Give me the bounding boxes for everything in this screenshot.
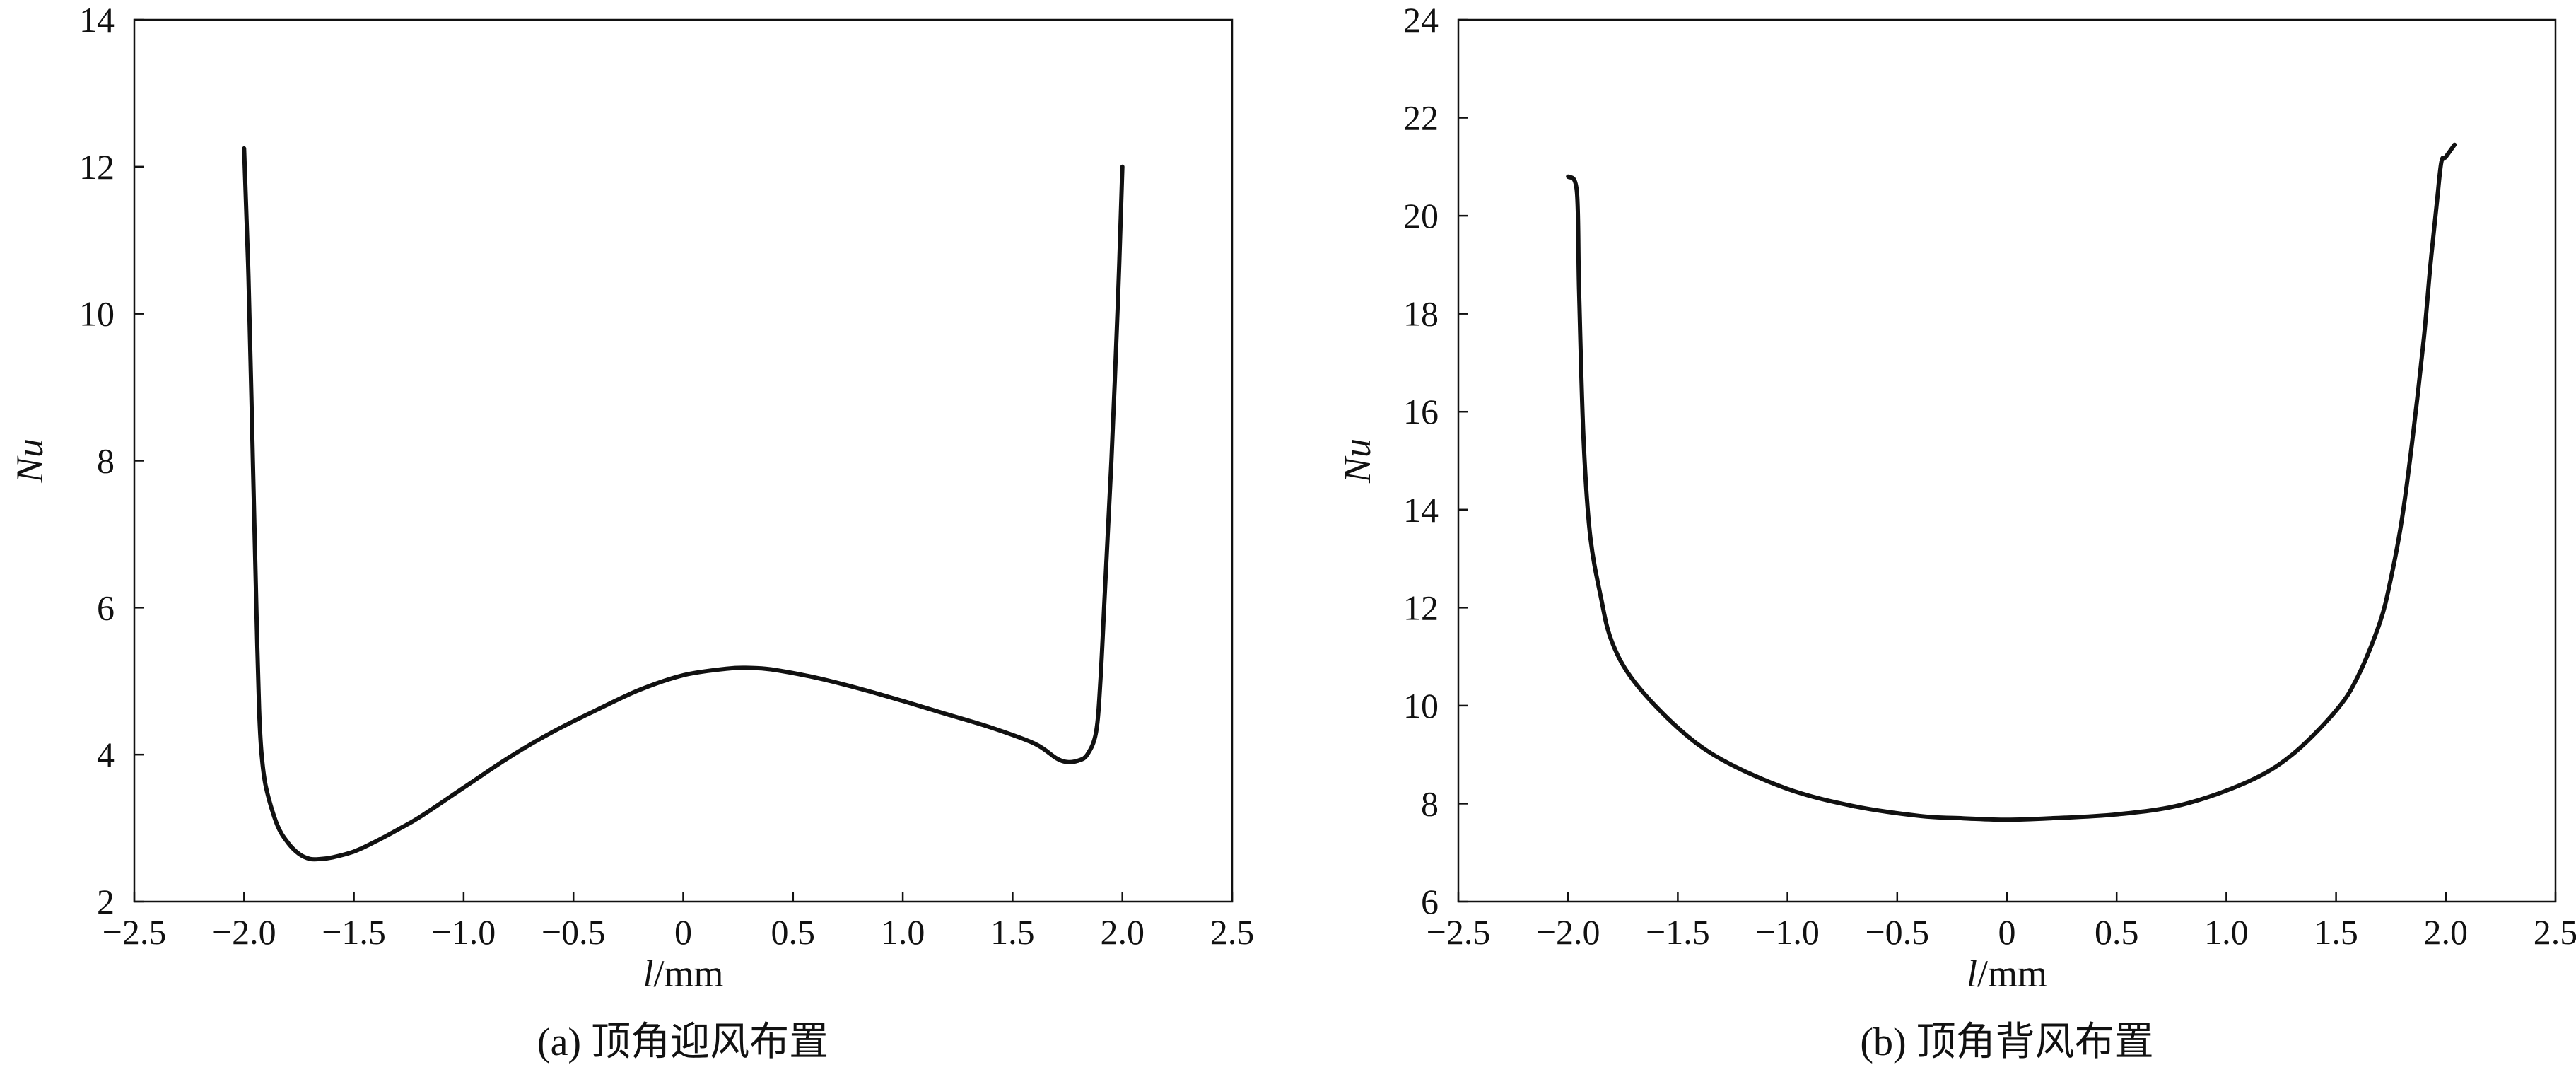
chart-caption: (b) 顶角背风布置 (1860, 1020, 2153, 1064)
x-tick-label: −0.5 (541, 912, 606, 952)
x-tick-label: −0.5 (1865, 912, 1929, 952)
chart-caption: (a) 顶角迎风布置 (537, 1020, 829, 1064)
x-tick-label: 0 (1998, 912, 2016, 952)
x-tick-label: −1.5 (1646, 912, 1710, 952)
y-tick-label: 14 (79, 0, 115, 40)
x-tick-label: 1.5 (2314, 912, 2358, 952)
chart-panel-a: −2.5 −2.0 −1.5 −1.0 −0.5 0 0.5 1.0 1.5 2.0 2.5 2 4 6 8… (8, 0, 1254, 1064)
x-tick-label: 2.0 (1100, 912, 1144, 952)
x-tick-label: 1.0 (2204, 912, 2249, 952)
x-tick-label: 2.5 (1210, 912, 1255, 952)
x-tick-label: 0.5 (771, 912, 816, 952)
y-tick-label: 22 (1403, 98, 1439, 138)
y-tick-label: 10 (79, 294, 115, 334)
x-tick-label: −2.5 (103, 912, 167, 952)
y-tick-label: 12 (1403, 588, 1439, 627)
y-tick-label: 6 (97, 588, 115, 627)
y-tick-label: 10 (1403, 686, 1439, 726)
x-tick-label: 2.0 (2424, 912, 2469, 952)
y-tick-label: 6 (1421, 882, 1439, 921)
y-tick-label: 12 (79, 147, 115, 187)
x-axis-label-unit: /mm (654, 952, 724, 995)
y-tick-label: 24 (1403, 0, 1439, 40)
x-tick-label: 0 (674, 912, 692, 952)
x-axis-label: l/mm (643, 952, 723, 995)
y-tick-label: 18 (1403, 294, 1439, 334)
x-tick-label: −1.0 (432, 912, 496, 952)
y-tick-label: 8 (1421, 783, 1439, 823)
y-axis-label: Nu (8, 438, 51, 484)
y-tick-label: 14 (1403, 490, 1439, 530)
y-axis-label: Nu (1336, 438, 1378, 484)
x-axis-label: l/mm (1967, 952, 2047, 995)
series-line-0 (242, 146, 1125, 862)
series-line-0 (1566, 142, 2457, 822)
x-tick-label: −2.0 (1536, 912, 1600, 952)
y-tick-label: 16 (1403, 392, 1439, 431)
x-axis-label-variable: l (643, 952, 653, 995)
y-tick-label: 8 (97, 441, 115, 481)
x-tick-label: 0.5 (2095, 912, 2139, 952)
x-tick-label: −1.0 (1755, 912, 1820, 952)
x-tick-label: −2.0 (212, 912, 276, 952)
chart-panel-b: −2.5 −2.0 −1.5 −1.0 −0.5 0 0.5 1.0 1.5 2.0 2.5 6 8 10… (1336, 0, 2576, 1064)
x-tick-label: 1.0 (881, 912, 925, 952)
x-axis-label-variable: l (1967, 952, 1977, 995)
x-axis-label-unit: /mm (1977, 952, 2047, 995)
plot-frame (133, 18, 1234, 903)
y-tick-label: 20 (1403, 196, 1439, 235)
x-tick-label: −2.5 (1427, 912, 1491, 952)
x-tick-label: 2.5 (2534, 912, 2576, 952)
plot-frame (1457, 18, 2557, 903)
x-tick-label: 1.5 (990, 912, 1035, 952)
y-tick-label: 4 (97, 735, 115, 774)
y-tick-label: 2 (97, 882, 115, 921)
x-tick-label: −1.5 (322, 912, 386, 952)
